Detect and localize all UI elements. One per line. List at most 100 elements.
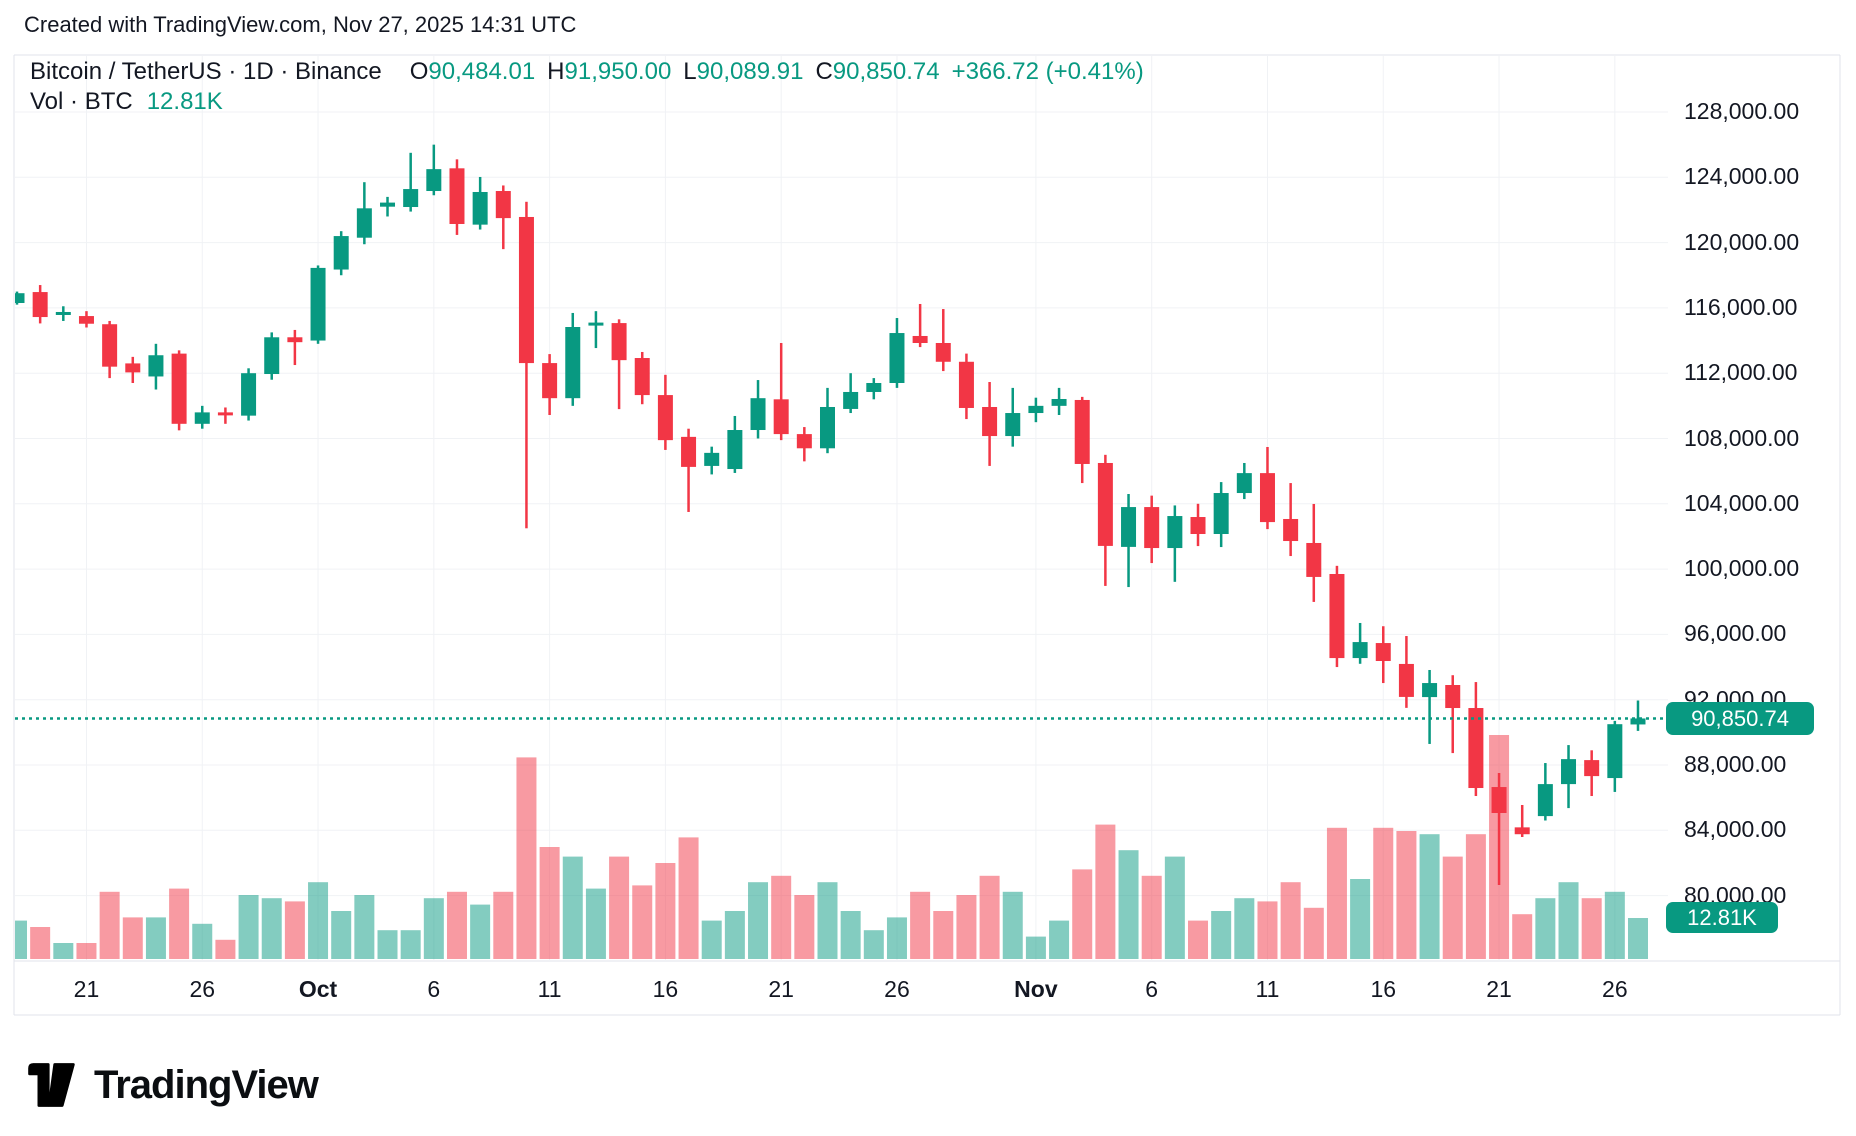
candle [1584,750,1600,797]
volume-bar [724,911,745,959]
candle [310,265,326,344]
volume-bar [1419,834,1440,959]
candle [1329,565,1345,668]
candle [217,407,233,424]
candle [1445,675,1461,754]
volume-bar [655,863,676,959]
candle [843,373,859,414]
candle [657,374,673,450]
low-key: L [683,58,697,85]
volume-bar [1118,850,1139,959]
time-axis-label: Oct [298,976,338,1002]
candle [403,152,419,212]
candle [1144,495,1160,564]
candle-body [935,342,951,362]
candle [55,306,71,321]
candle-body [542,363,558,399]
candle-body [1306,542,1322,577]
candle-body [495,191,511,219]
candle-body [982,406,998,437]
candle-body [1190,517,1206,535]
candle-body [15,293,25,304]
volume-bar [215,939,236,959]
candle [727,415,743,473]
price-axis-label: 88,000.00 [1684,751,1787,777]
candle-body [1259,473,1275,523]
candle [912,303,928,348]
candle [426,144,442,196]
candle-wick [617,319,621,410]
tradingview-logo: TradingView [24,1058,319,1112]
candle-body [125,363,141,373]
candle [611,319,627,410]
candle-body [1028,405,1044,414]
candle-body [1607,724,1623,779]
candle-wick [409,152,412,212]
symbol-title: Bitcoin / TetherUS · 1D · Binance [30,58,382,85]
candle [1097,454,1113,586]
price-scale[interactable]: 128,000.00 124,000.00 120,000.00 116,000.00… [1684,0,1854,1010]
candle-body [217,412,233,416]
time-axis-label: 6 [427,976,441,1002]
candle-body [380,202,396,207]
candle-body [657,395,673,441]
time-axis-label: Nov [1014,976,1058,1002]
candle-wick [1636,700,1640,731]
price-axis-label: 116,000.00 [1684,293,1798,320]
candle [1259,446,1275,530]
volume-bar [1465,834,1486,959]
candle-wick [224,407,227,424]
change-value: +366.72 (+0.41%) [951,58,1144,85]
price-axis-label: 112,000.00 [1684,359,1798,386]
time-axis-label: 6 [1145,976,1159,1002]
candle-wick [687,428,690,512]
candle-body [1005,413,1021,437]
candle-body [750,398,766,431]
volume-bar [1350,879,1371,959]
volume-bar [1049,920,1070,959]
candle-body [565,327,581,399]
candle-body [55,311,71,315]
candle [796,427,812,462]
candle-wick [918,303,922,348]
candle [1514,804,1530,837]
time-axis-label: 16 [1370,976,1397,1002]
candle [148,343,164,390]
volume-bar [794,895,815,959]
tradingview-wordmark: TradingView [94,1062,319,1107]
price-axis-label: 80,000.00 [1684,881,1787,908]
volume-bar [145,917,166,959]
candle-wick [293,329,297,366]
time-axis-label: 26 [1602,976,1628,1002]
volume-bar [585,888,606,959]
time-axis-label: 26 [189,976,216,1002]
candle-body [264,337,280,375]
volume-bar [1257,901,1278,959]
open-key: O [409,58,429,85]
candle [449,159,465,235]
volume-bar [886,917,907,959]
volume-bar [354,895,375,959]
volume-bar [910,891,931,959]
volume-bar [1396,831,1417,959]
volume-bar [1141,875,1162,959]
time-scale[interactable]: 21 26 Oct 6 11 16 21 26 Nov 6 11 16 21 26 [0,976,1856,1008]
candle-wick [779,342,783,441]
candle [866,378,882,400]
candle-body [403,189,419,208]
time-axis-label: 21 [768,976,794,1002]
candle [819,387,835,454]
volume-bar [748,882,769,959]
candle [565,312,581,406]
candle-wick [1520,804,1524,837]
candle-body [819,406,835,449]
volume-bar [261,898,282,959]
candle [1561,745,1577,809]
candle [634,351,650,405]
candle [495,185,511,250]
candle [1051,387,1067,415]
candle-wick [1428,669,1431,744]
candle-body [356,208,372,238]
candle [333,231,349,276]
